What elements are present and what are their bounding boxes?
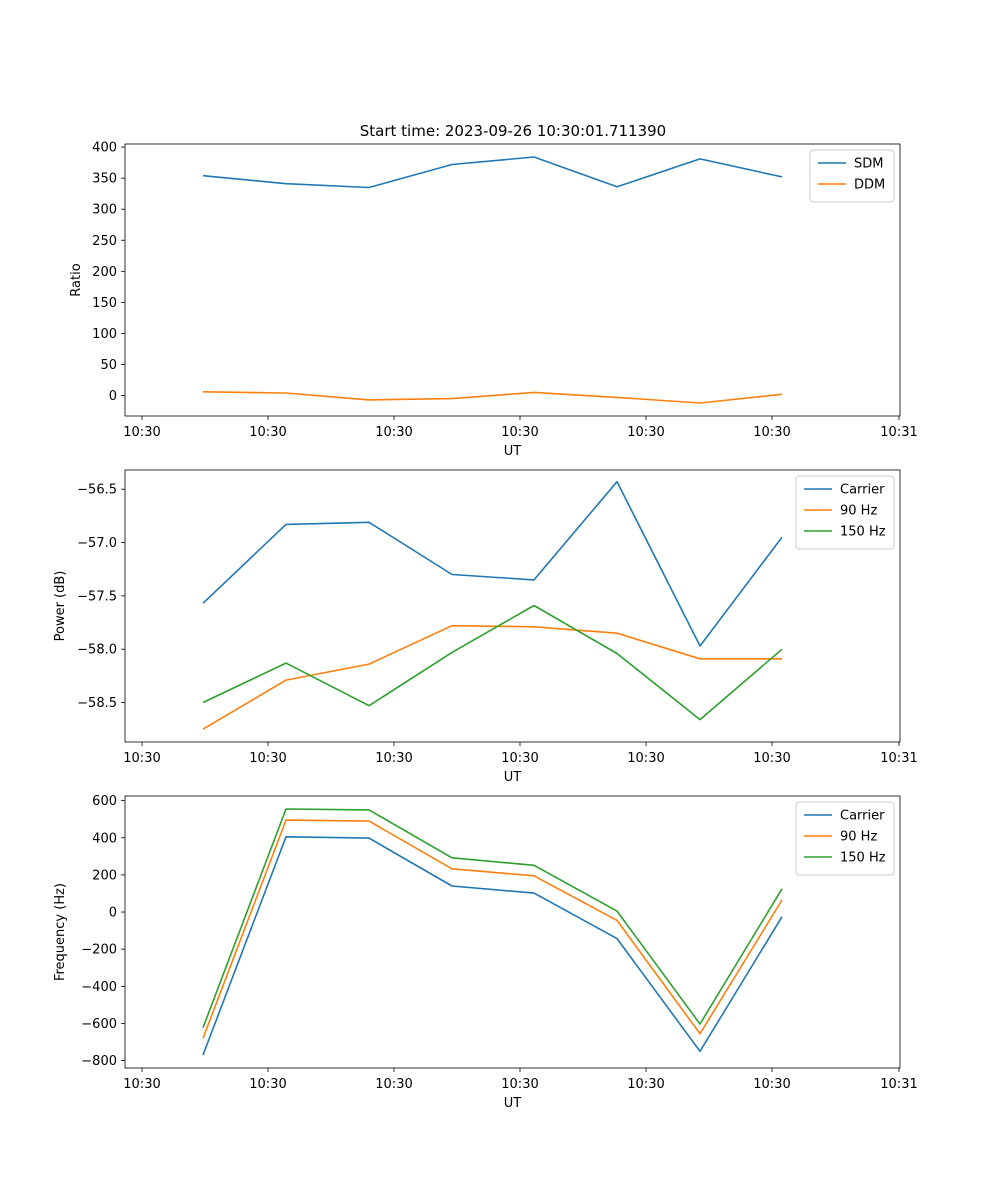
y-tick-label: 150 [92,296,117,311]
x-tick-label: 10:31 [880,425,917,440]
y-tick-label: −400 [81,980,117,995]
legend-label: 90 Hz [840,830,877,845]
legend-label: Carrier [840,809,885,824]
x-tick-label: 10:30 [753,751,790,766]
y-tick-label: −600 [81,1017,117,1032]
x-tick-label: 10:30 [627,751,664,766]
y-tick-label: 600 [92,794,117,809]
x-tick-label: 10:30 [501,751,538,766]
series-line-150-hz [202,604,783,721]
series-line-90-hz [202,819,783,1039]
legend-label: 150 Hz [840,525,886,540]
x-tick-label: 10:30 [375,751,412,766]
y-axis-label: Power (dB) [53,571,68,642]
axes-frame [124,795,901,1069]
x-tick-label: 10:30 [123,425,160,440]
x-tick-label: 10:30 [249,1077,286,1092]
x-axis-label: UT [504,1096,522,1111]
series-line-90-hz [202,624,782,730]
legend-label: DDM [854,178,885,193]
y-tick-label: −58.5 [77,696,117,711]
chart-panel-3: 10:30 10:30 10:30 10:30 10:30 10:30 10:31 −800 −… [53,794,918,1111]
legend: Carrier 90 Hz 150 Hz [795,801,895,876]
axes-frame [124,469,901,743]
x-tick-label: 10:30 [627,425,664,440]
y-tick-label: −58.0 [77,643,117,658]
y-tick-label: 250 [92,234,117,249]
y-tick-label: 400 [92,141,117,156]
x-tick-label: 10:30 [627,1077,664,1092]
y-tick-label: 200 [92,265,117,280]
x-axis-label: UT [504,770,522,785]
y-tick-label: 0 [109,389,117,404]
y-tick-label: 300 [92,203,117,218]
y-tick-label: −57.0 [77,536,117,551]
x-tick-label: 10:31 [880,751,917,766]
x-axis-label: UT [504,444,522,459]
legend-label: 90 Hz [840,504,877,519]
chart-panel-1: 10:30 10:30 10:30 10:30 10:30 10:30 10:31 0 50 10… [69,141,918,459]
y-tick-label: −56.5 [77,483,117,498]
y-tick-label: 100 [92,327,117,342]
y-tick-label: 400 [92,831,117,846]
series-line-carrier [202,835,783,1056]
series-line-carrier [202,480,783,647]
y-tick-label: −57.5 [77,589,117,604]
y-axis-label: Frequency (Hz) [53,883,68,981]
legend-label: SDM [854,157,883,172]
y-tick-label: 50 [100,358,117,373]
x-tick-label: 10:30 [123,751,160,766]
x-tick-label: 10:30 [375,425,412,440]
series-line-150-hz [202,808,783,1028]
series-line-ddm [202,391,783,404]
x-tick-label: 10:31 [880,1077,917,1092]
x-tick-label: 10:30 [501,1077,538,1092]
x-tick-label: 10:30 [501,425,538,440]
axes-frame [124,143,901,417]
x-tick-label: 10:30 [249,751,286,766]
y-tick-label: −800 [81,1054,117,1069]
x-tick-label: 10:30 [375,1077,412,1092]
y-tick-label: 0 [109,906,117,921]
x-tick-label: 10:30 [249,425,286,440]
x-tick-label: 10:30 [123,1077,160,1092]
y-tick-label: −200 [81,943,117,958]
legend-label: 150 Hz [840,851,886,866]
legend-label: Carrier [840,483,885,498]
x-tick-label: 10:30 [753,425,790,440]
charts: 10:30 10:30 10:30 10:30 10:30 10:30 10:31 0 50 10… [53,141,918,1111]
series-line-sdm [202,156,783,189]
x-tick-label: 10:30 [753,1077,790,1092]
y-tick-label: 200 [92,868,117,883]
chart-panel-2: 10:30 10:30 10:30 10:30 10:30 10:30 10:31 −58.5… [53,469,918,785]
legend: SDM DDM [809,149,895,203]
figure-title: Start time: 2023-09-26 10:30:01.711390 [360,122,666,140]
y-tick-label: 350 [92,172,117,187]
y-axis-label: Ratio [69,263,84,296]
legend: Carrier 90 Hz 150 Hz [795,475,895,550]
